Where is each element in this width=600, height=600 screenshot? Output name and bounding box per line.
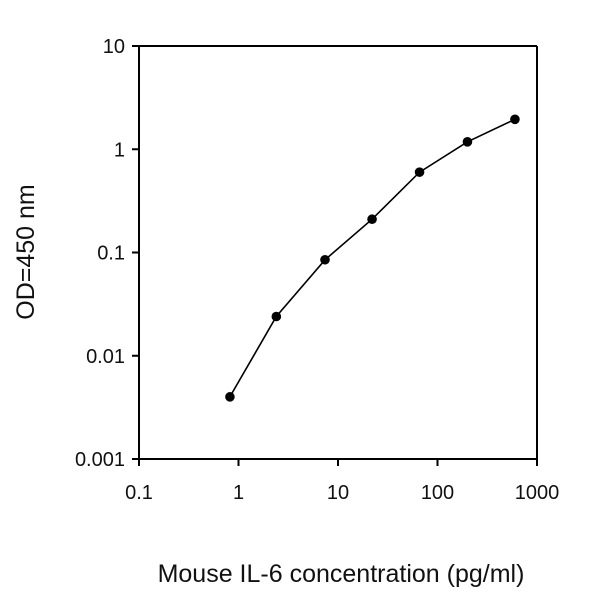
series-line bbox=[229, 118, 516, 398]
x-tick-label: 0.1 bbox=[125, 482, 153, 504]
y-axis-title: OD=450 nm bbox=[12, 184, 40, 320]
data-point bbox=[462, 137, 473, 147]
data-point bbox=[414, 167, 425, 177]
data-point bbox=[367, 214, 377, 225]
data-point bbox=[320, 254, 330, 265]
y-tick-label: 1 bbox=[114, 139, 125, 161]
y-tick-label: 0.1 bbox=[97, 243, 125, 265]
data-point bbox=[225, 392, 235, 402]
y-tick-label: 0.01 bbox=[86, 346, 125, 368]
y-axis-ticks: 0.001 0.01 0.1 1 10 bbox=[75, 36, 139, 471]
x-tick-label: 100 bbox=[421, 482, 454, 504]
x-tick-label: 10 bbox=[327, 482, 349, 504]
x-axis-title: Mouse IL-6 concentration (pg/ml) bbox=[158, 560, 525, 588]
data-point bbox=[510, 114, 520, 125]
x-tick-label: 1000 bbox=[515, 482, 560, 504]
x-axis-ticks: 0.1 1 10 100 1000 bbox=[125, 459, 559, 504]
series-layer bbox=[225, 114, 520, 402]
y-tick-label: 10 bbox=[103, 36, 125, 58]
y-tick-label: 0.001 bbox=[75, 449, 125, 471]
x-tick-label: 1 bbox=[233, 482, 244, 504]
plot-frame bbox=[138, 45, 538, 460]
data-point bbox=[271, 311, 282, 322]
